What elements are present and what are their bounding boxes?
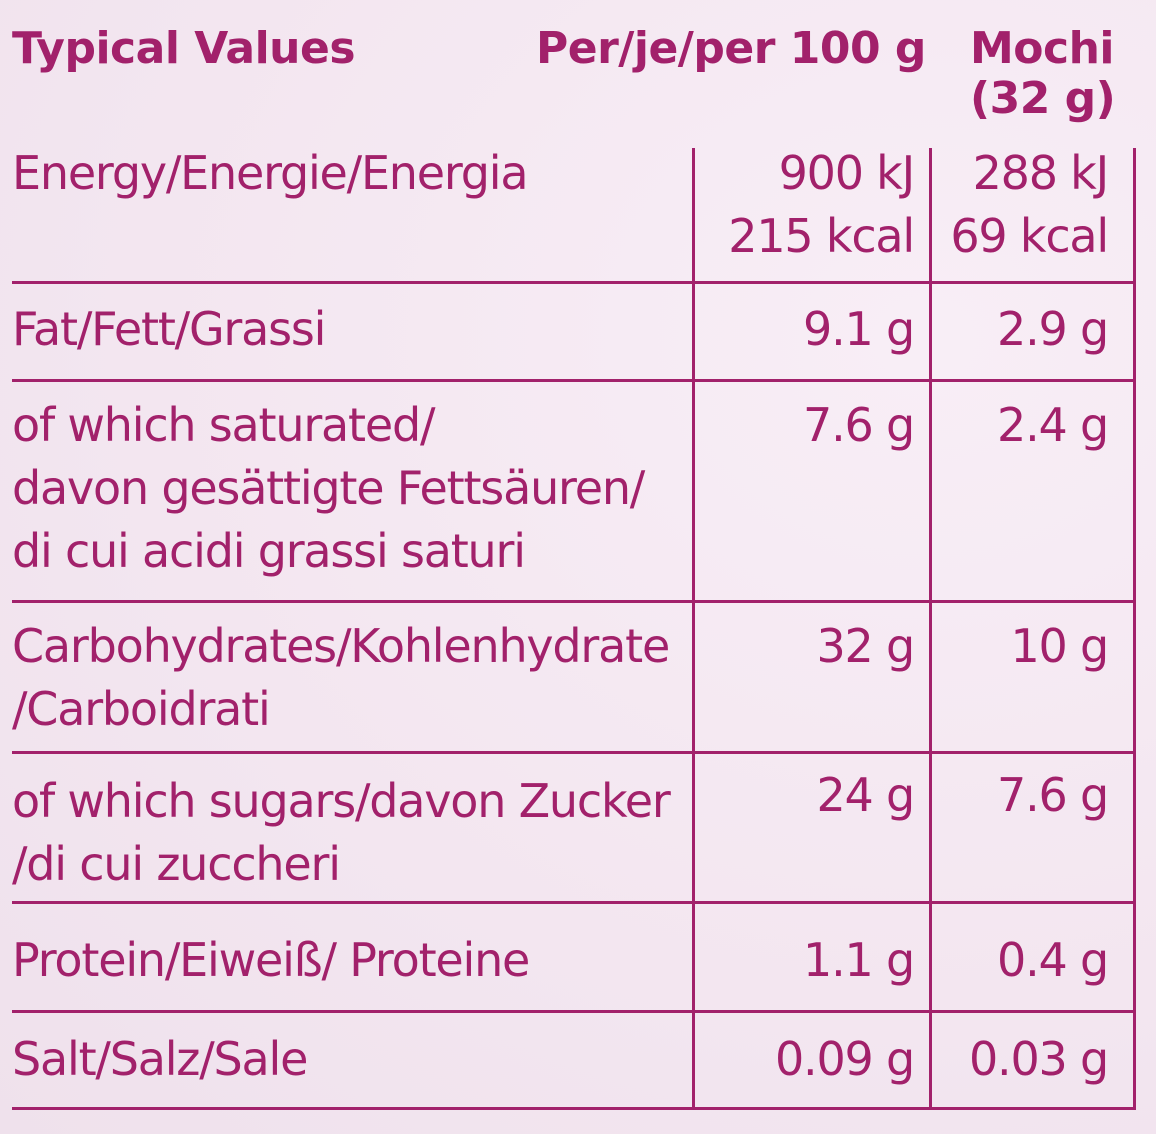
row-sugars-label-line1: of which sugars/davon Zucker	[12, 774, 671, 828]
row-divider	[12, 281, 1136, 284]
row-energy-per-100g-kj: 900 kJ	[778, 146, 916, 200]
row-energy-label-line: Energy/Energie/Energia	[12, 146, 529, 200]
header-typical-values: Typical Values	[12, 23, 356, 74]
row-energy-per-portion-kcal: 69 kcal	[950, 209, 1109, 263]
row-protein-per-100g: 1.1 g	[803, 929, 915, 992]
row-energy-per-portion-kj: 288 kJ	[972, 146, 1110, 200]
header-per-portion: Mochi (32 g)	[970, 23, 1116, 124]
row-energy-label: Energy/Energie/Energia	[12, 142, 529, 205]
row-saturated-per-portion: 2.4 g	[997, 394, 1109, 457]
row-salt-per-100g: 0.09 g	[774, 1028, 915, 1091]
header-per-portion-line2: (32 g)	[970, 73, 1116, 124]
row-protein-label: Protein/Eiweiß/ Proteine	[12, 929, 530, 992]
row-energy-per-100g: 900 kJ 215 kcal	[728, 142, 916, 268]
row-salt-per-100g-value: 0.09 g	[774, 1032, 915, 1086]
header-per-100g: Per/je/per 100 g	[536, 23, 926, 74]
row-fat-per-portion: 2.9 g	[997, 298, 1109, 361]
row-divider	[12, 600, 1136, 603]
column-divider-per-100g	[692, 148, 695, 1110]
row-saturated-label-line2: davon gesättigte Fettsäuren/	[12, 461, 645, 515]
row-carbohydrates-per-100g-value: 32 g	[816, 619, 915, 673]
row-carbohydrates-label-line1: Carbohydrates/Kohlenhydrate	[12, 619, 670, 673]
row-protein-per-100g-value: 1.1 g	[803, 933, 915, 987]
table-bottom-border	[12, 1107, 1136, 1110]
row-energy-per-portion: 288 kJ 69 kcal	[950, 142, 1110, 268]
row-sugars-label: of which sugars/davon Zucker /di cui zuc…	[12, 770, 671, 896]
row-energy-per-100g-kcal: 215 kcal	[728, 209, 915, 263]
row-fat-per-100g-value: 9.1 g	[803, 302, 915, 356]
header-per-portion-line1: Mochi	[970, 23, 1115, 74]
row-salt-per-portion: 0.03 g	[968, 1028, 1109, 1091]
row-sugars-per-portion: 7.6 g	[997, 764, 1109, 827]
column-divider-per-portion	[929, 148, 932, 1110]
row-carbohydrates-per-portion: 10 g	[1010, 615, 1109, 678]
row-carbohydrates-per-100g: 32 g	[816, 615, 915, 678]
row-saturated-per-portion-value: 2.4 g	[997, 398, 1109, 452]
row-salt-label: Salt/Salz/Sale	[12, 1028, 308, 1091]
row-salt-per-portion-value: 0.03 g	[968, 1032, 1109, 1086]
row-divider	[12, 379, 1136, 382]
row-fat-label-line: Fat/Fett/Grassi	[12, 302, 326, 356]
row-saturated-per-100g: 7.6 g	[803, 394, 915, 457]
row-carbohydrates-label-line2: /Carboidrati	[12, 682, 271, 736]
table-right-border	[1133, 148, 1136, 1110]
row-sugars-per-100g-value: 24 g	[816, 768, 915, 822]
row-fat-per-portion-value: 2.9 g	[997, 302, 1109, 356]
row-divider	[12, 751, 1136, 754]
row-sugars-label-line2: /di cui zuccheri	[12, 837, 341, 891]
row-saturated-label: of which saturated/ davon gesättigte Fet…	[12, 394, 645, 583]
row-sugars-per-100g: 24 g	[816, 764, 915, 827]
row-fat-per-100g: 9.1 g	[803, 298, 915, 361]
row-saturated-label-line1: of which saturated/	[12, 398, 435, 452]
row-protein-label-line: Protein/Eiweiß/ Proteine	[12, 933, 530, 987]
row-fat-label: Fat/Fett/Grassi	[12, 298, 326, 361]
row-divider	[12, 901, 1136, 904]
row-carbohydrates-per-portion-value: 10 g	[1010, 619, 1109, 673]
row-saturated-per-100g-value: 7.6 g	[803, 398, 915, 452]
row-salt-label-line: Salt/Salz/Sale	[12, 1032, 308, 1086]
row-saturated-label-line3: di cui acidi grassi saturi	[12, 524, 526, 578]
row-divider	[12, 1010, 1136, 1013]
row-protein-per-portion: 0.4 g	[997, 929, 1109, 992]
row-protein-per-portion-value: 0.4 g	[997, 933, 1109, 987]
row-sugars-per-portion-value: 7.6 g	[997, 768, 1109, 822]
row-carbohydrates-label: Carbohydrates/Kohlenhydrate /Carboidrati	[12, 615, 670, 741]
